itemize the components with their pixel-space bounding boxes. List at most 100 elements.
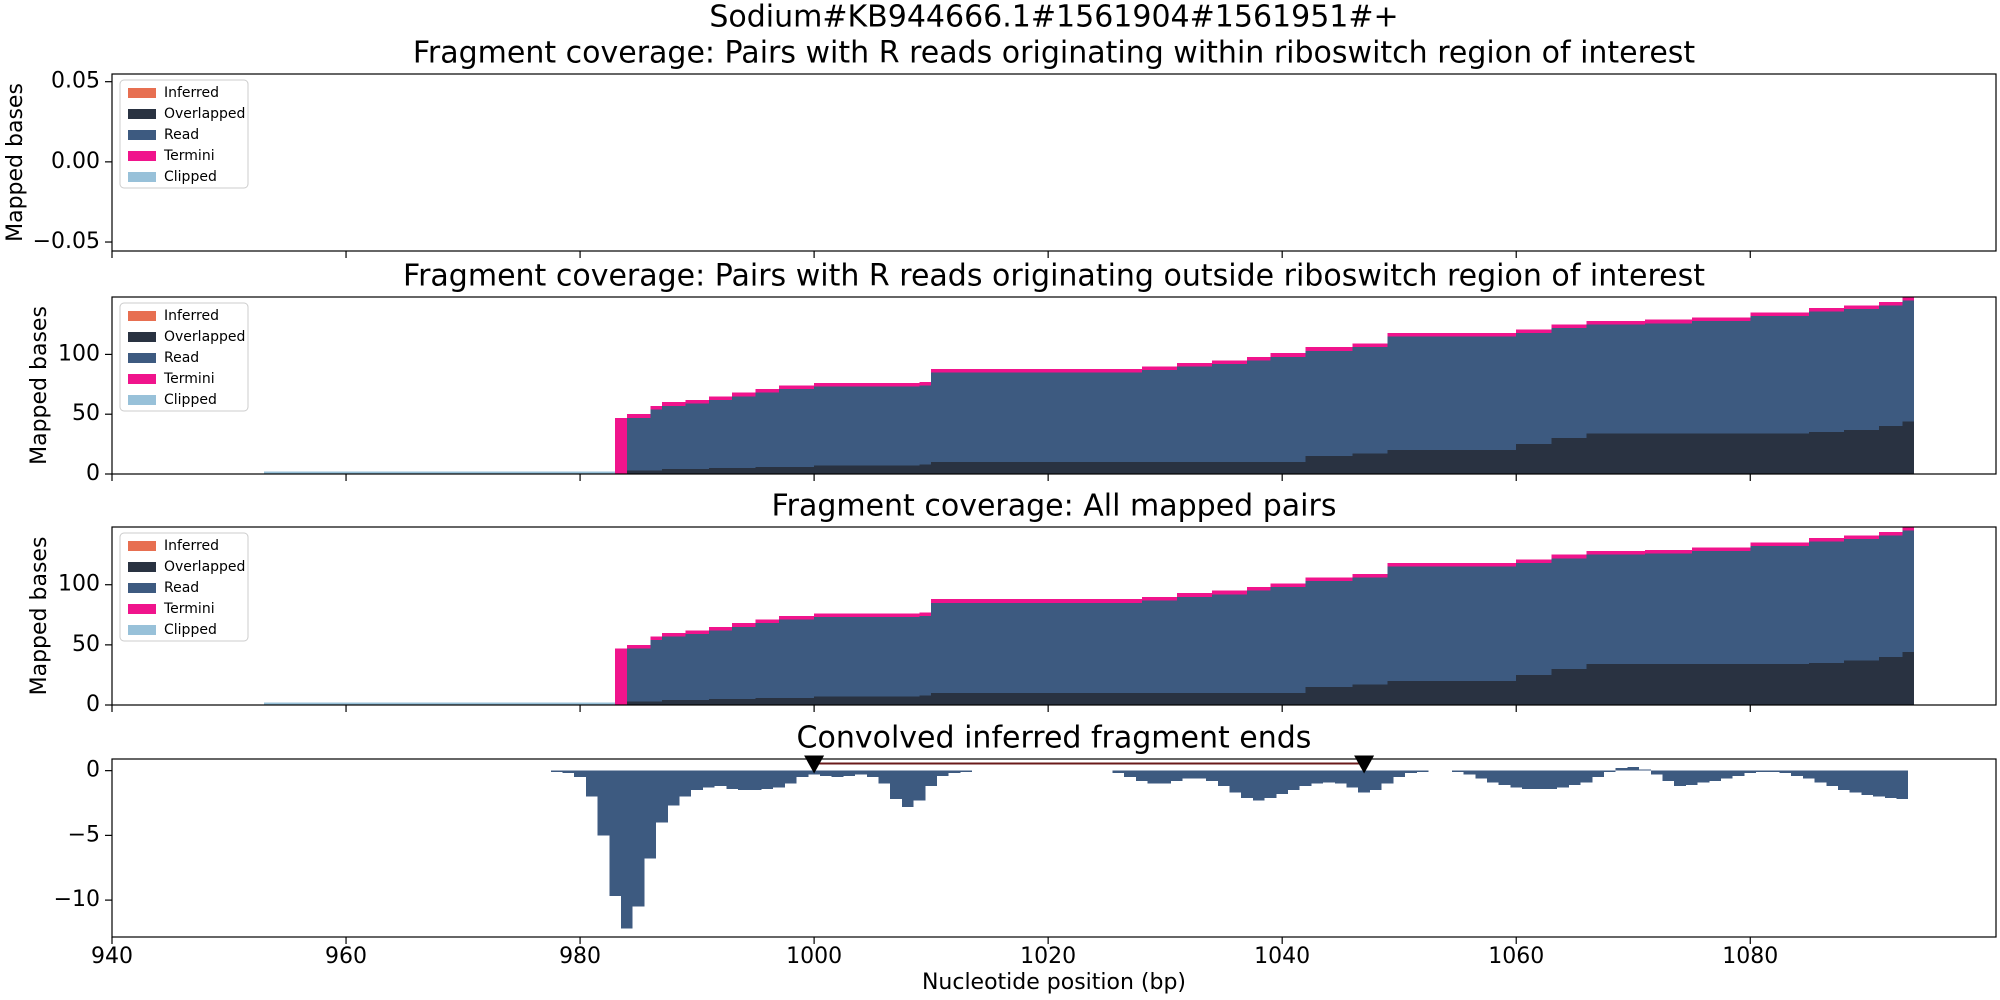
coverage-segment <box>1387 680 1517 705</box>
coverage-segment <box>732 623 756 627</box>
coverage-segment <box>1691 547 1751 552</box>
coverage-segment <box>708 630 733 699</box>
bar <box>1486 770 1499 783</box>
bar <box>1592 770 1604 778</box>
bar <box>1580 770 1593 783</box>
coverage-segment <box>1691 551 1751 665</box>
bar <box>574 770 586 778</box>
coverage-segment <box>1247 360 1271 463</box>
bar <box>1721 770 1733 779</box>
coverage-segment <box>1551 328 1587 439</box>
coverage-segment <box>1750 542 1809 547</box>
coverage-segment <box>1808 307 1844 312</box>
bar <box>1463 770 1476 775</box>
legend-label: Inferred <box>164 85 219 101</box>
bar <box>1779 770 1792 774</box>
legend-swatch <box>128 88 156 98</box>
coverage-segment <box>1750 546 1809 665</box>
coverage-segment <box>931 372 1142 463</box>
legend-swatch <box>128 109 156 119</box>
bar <box>1112 770 1125 774</box>
coverage-segment <box>1902 530 1915 653</box>
coverage-segment <box>708 396 733 400</box>
coverage-segment <box>1586 551 1645 555</box>
bar <box>585 770 598 797</box>
bar <box>1299 770 1312 787</box>
bar <box>1182 770 1195 779</box>
x-tick-label: 960 <box>325 944 367 969</box>
bar <box>1171 770 1183 782</box>
bar <box>1674 770 1686 787</box>
coverage-segment <box>1878 531 1903 536</box>
legend-swatch <box>128 332 156 342</box>
bar <box>1159 770 1172 784</box>
coverage-segment <box>1691 317 1751 321</box>
axes-frame <box>111 296 1997 475</box>
coverage-segment <box>1305 686 1353 705</box>
coverage-segment <box>1176 593 1212 597</box>
bar <box>1744 770 1757 774</box>
coverage-segment <box>779 616 815 620</box>
coverage-segment <box>1586 554 1645 665</box>
legend-swatch <box>128 172 156 182</box>
coverage-segment <box>1352 347 1388 454</box>
coverage-segment <box>1211 363 1248 463</box>
coverage-segment <box>1878 656 1903 705</box>
coverage-segment <box>650 470 662 474</box>
coverage-segment <box>919 381 932 386</box>
legend-label: Read <box>164 580 199 596</box>
x-tick-label: 1080 <box>1722 944 1778 969</box>
panel-title: Convolved inferred fragment ends <box>797 721 1312 756</box>
legend-swatch <box>128 562 156 572</box>
coverage-segment <box>1808 541 1844 663</box>
coverage-segment <box>1211 462 1248 474</box>
coverage-segment <box>1878 305 1903 427</box>
coverage-segment <box>650 409 662 471</box>
legend-swatch <box>128 395 156 405</box>
bar <box>1896 770 1909 800</box>
coverage-segment <box>1141 462 1177 474</box>
bar <box>901 770 914 807</box>
coverage-segment <box>1305 350 1353 457</box>
bar <box>1557 770 1569 788</box>
coverage-segment <box>1808 311 1844 433</box>
coverage-segment <box>1902 300 1915 422</box>
coverage-segment <box>650 636 662 641</box>
bar <box>1861 770 1874 796</box>
coverage-segment <box>1843 305 1879 309</box>
bar <box>936 770 949 776</box>
coverage-segment <box>661 636 686 701</box>
coverage-segment <box>1176 362 1212 367</box>
x-tick-label: 1060 <box>1488 944 1544 969</box>
y-tick-label: 50 <box>72 401 100 426</box>
bar <box>1709 770 1722 782</box>
coverage-segment <box>732 396 756 469</box>
bar <box>784 770 797 784</box>
bar <box>1241 770 1253 798</box>
coverage-segment <box>1211 594 1248 693</box>
bar <box>890 770 902 800</box>
coverage-segment <box>1843 535 1879 540</box>
bar <box>679 770 692 797</box>
bar <box>749 770 762 791</box>
coverage-segment <box>1387 450 1517 474</box>
bar <box>1685 770 1698 785</box>
bar <box>1381 770 1394 784</box>
coverage-segment <box>931 602 1142 693</box>
bar <box>609 770 622 897</box>
coverage-segment <box>626 417 651 471</box>
coverage-segment <box>1141 692 1177 705</box>
coverage-segment <box>814 617 920 697</box>
coverage-segment <box>264 702 616 705</box>
coverage-segment <box>814 696 920 705</box>
coverage-segment <box>1808 662 1844 705</box>
bar <box>1358 770 1370 793</box>
coverage-segment <box>1387 563 1517 567</box>
legend-label: Clipped <box>164 169 217 185</box>
coverage-segment <box>1270 583 1306 588</box>
bar <box>1217 770 1230 787</box>
coverage-segment <box>1211 692 1248 705</box>
bar <box>1639 769 1651 771</box>
legend-label: Read <box>164 127 199 143</box>
